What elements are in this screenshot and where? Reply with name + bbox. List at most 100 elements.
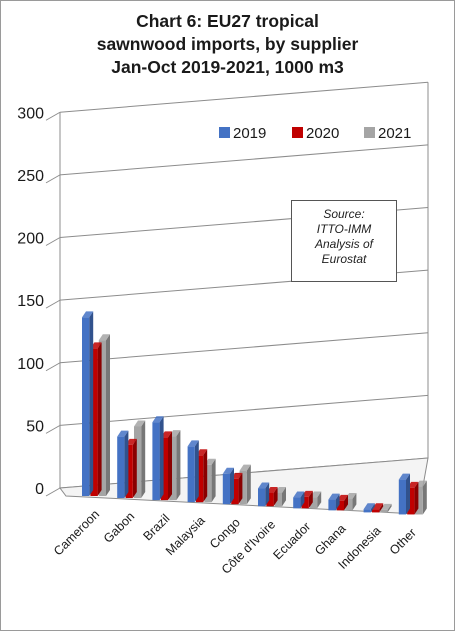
y-tick-label: 300 <box>17 105 44 122</box>
chart-title-line-3: Jan-Oct 2019-2021, 1000 m3 <box>111 57 344 77</box>
bar <box>310 497 318 509</box>
bar-malaysia-2019 <box>187 440 199 503</box>
x-tick-label: Gabon <box>101 509 137 545</box>
side-wall-gridline <box>45 111 61 121</box>
bar <box>398 479 406 515</box>
bar <box>372 509 380 513</box>
bar <box>274 492 282 507</box>
gridline <box>59 394 429 426</box>
bar-ghana-2019 <box>328 493 340 511</box>
source-line-2: ITTO-IMM <box>316 222 372 236</box>
legend-label: 2019 <box>233 125 266 142</box>
bar-gabon-2021 <box>134 420 146 499</box>
bar <box>160 437 168 501</box>
bar-side <box>238 472 243 505</box>
bar-side <box>97 342 102 496</box>
bar <box>187 446 195 503</box>
bar <box>196 455 204 503</box>
bar-cameroon-2019 <box>82 311 94 496</box>
y-tick-label: 150 <box>17 293 44 310</box>
bar-top <box>134 420 146 427</box>
x-tick-label: Congo <box>207 515 243 551</box>
bar-side <box>422 480 427 515</box>
bar-side <box>300 491 305 509</box>
side-wall-gridline <box>45 362 61 372</box>
legend-swatch <box>364 127 375 138</box>
y-tick-label: 0 <box>35 481 44 498</box>
bar-top <box>152 416 164 423</box>
bar <box>134 426 142 499</box>
bar-other-2019 <box>398 473 410 515</box>
gridline <box>59 144 429 176</box>
bar-side <box>352 492 357 511</box>
bar <box>231 478 239 505</box>
y-tick-label: 100 <box>17 356 44 373</box>
bar-brazil-2019 <box>152 416 164 501</box>
bar <box>222 473 230 505</box>
bar-gabon-2019 <box>117 430 129 499</box>
bar <box>169 436 177 501</box>
bar-congo-2019 <box>222 467 234 505</box>
bar-top <box>328 493 340 500</box>
y-axis: 0 50 100 150 200 250 300 <box>17 105 44 498</box>
bar-side <box>230 467 234 505</box>
bar-side <box>211 458 216 503</box>
bar-top <box>363 503 375 510</box>
legend-label: 2020 <box>306 125 339 142</box>
bar-side <box>265 482 270 507</box>
bar-side <box>414 481 419 515</box>
bar-side <box>132 438 137 499</box>
x-tick-label: Brazil <box>141 511 173 543</box>
y-tick-label: 50 <box>26 418 44 435</box>
bar-top <box>293 491 305 498</box>
bar <box>336 500 344 511</box>
bar-side <box>89 311 94 496</box>
bar <box>239 470 247 505</box>
bar-ecuador-2019 <box>293 491 305 509</box>
bar <box>380 509 388 513</box>
bar-side <box>273 486 278 507</box>
bar <box>415 486 423 515</box>
bar <box>82 317 90 496</box>
bar-side <box>194 440 199 503</box>
bar-side <box>176 430 181 501</box>
side-wall-gridline <box>45 174 61 184</box>
x-tick-label: Ghana <box>312 522 348 558</box>
bar-top <box>372 503 384 510</box>
source-annotation: Source: ITTO-IMM Analysis of Eurostat <box>291 200 397 282</box>
x-tick-label: Ecuador <box>270 520 313 563</box>
bar-congo-2021 <box>239 464 251 505</box>
x-tick-label: Other <box>387 526 419 558</box>
bar-side <box>246 464 251 505</box>
bar <box>301 496 309 509</box>
bar-top <box>222 467 234 474</box>
bar <box>117 436 125 499</box>
bar <box>345 498 353 511</box>
bar <box>266 492 274 507</box>
bar-top <box>239 464 251 471</box>
bar-side <box>159 416 164 501</box>
bar-side <box>141 420 146 499</box>
gridline <box>59 81 429 113</box>
chart-title: Chart 6: EU27 tropical sawnwood imports,… <box>0 10 455 79</box>
bar-indonesia-2021 <box>380 503 392 513</box>
bar <box>407 487 415 515</box>
side-wall-gridline <box>45 424 61 434</box>
bar <box>90 348 98 496</box>
bar-side <box>387 503 392 513</box>
bar <box>204 464 212 503</box>
bar-top <box>187 440 199 447</box>
bar <box>258 488 266 507</box>
bars <box>82 311 427 515</box>
bar-side <box>124 430 129 499</box>
bar <box>152 422 160 501</box>
bar-indonesia-2019 <box>363 503 375 513</box>
legend-swatch <box>219 127 230 138</box>
bar-side <box>282 486 286 507</box>
bar <box>293 497 301 509</box>
source-line-1: Source: <box>323 207 365 221</box>
y-tick-label: 250 <box>17 168 44 185</box>
